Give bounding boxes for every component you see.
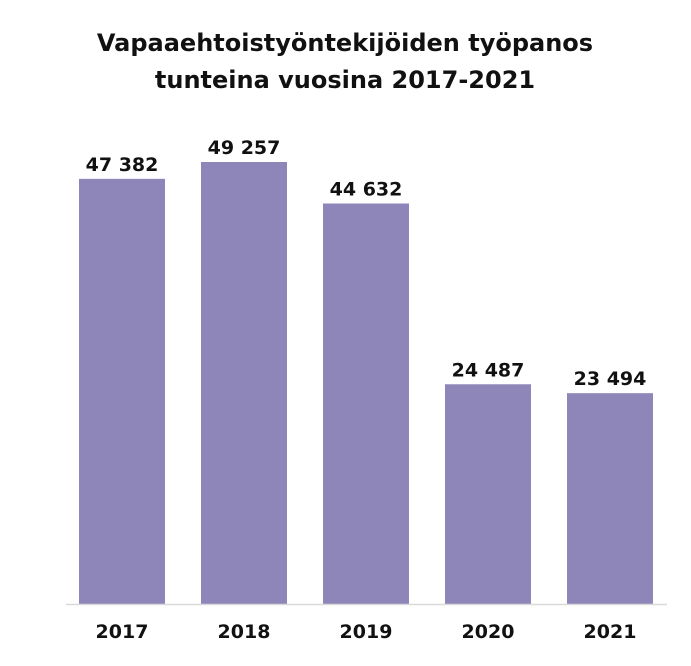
value-label-2020: 24 487 xyxy=(452,359,525,381)
bar-2019 xyxy=(323,203,409,604)
chart-title-line-2: tunteina vuosina 2017-2021 xyxy=(155,66,535,94)
bar-2021 xyxy=(567,393,653,604)
value-labels-layer: 47 382 49 257 44 632 24 487 23 494 xyxy=(86,137,647,390)
value-label-2017: 47 382 xyxy=(86,154,159,176)
x-tick-label-2018: 2018 xyxy=(218,621,271,643)
x-axis-ticks-layer: 2017 2018 2019 2020 2021 xyxy=(96,621,637,643)
chart-title-line-1: Vapaaehtoistyöntekijöiden työpanos xyxy=(97,29,593,57)
bars-layer xyxy=(79,162,653,604)
x-tick-label-2019: 2019 xyxy=(340,621,393,643)
x-tick-label-2021: 2021 xyxy=(584,621,637,643)
x-tick-label-2017: 2017 xyxy=(96,621,149,643)
bar-2017 xyxy=(79,178,165,604)
value-label-2019: 44 632 xyxy=(330,179,403,201)
value-label-2018: 49 257 xyxy=(208,137,281,159)
x-tick-label-2020: 2020 xyxy=(462,621,515,643)
bar-2018 xyxy=(201,162,287,604)
bar-2020 xyxy=(445,384,531,604)
value-label-2021: 23 494 xyxy=(574,368,647,390)
